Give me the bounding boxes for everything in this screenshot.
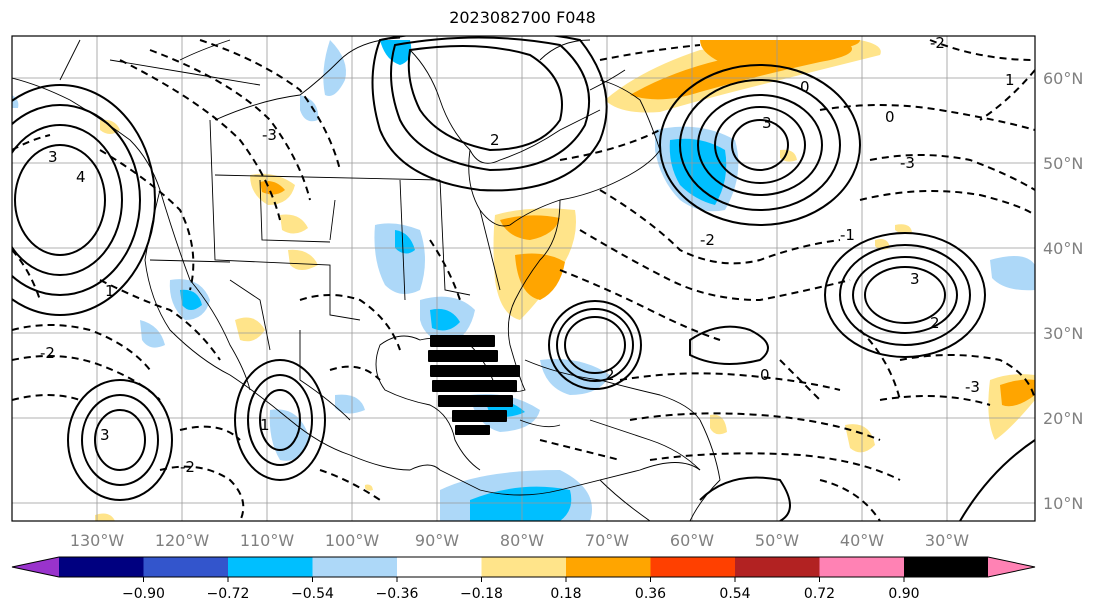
svg-text:0: 0	[760, 366, 770, 384]
svg-text:0: 0	[885, 108, 895, 126]
contour-labels: 3 4 3 3 2 2 1 0 0 0 -3 -3 -3 -2 -2 -2 -2…	[40, 34, 1015, 476]
colorbar-segment	[566, 557, 651, 577]
colorbar-tick-label: 0.18	[550, 586, 581, 602]
lon-tick: 90°W	[415, 531, 459, 550]
lat-tick: 60°N	[1043, 69, 1083, 88]
svg-text:-3: -3	[900, 154, 915, 172]
lat-tick-labels: 60°N 50°N 40°N 30°N 20°N 10°N	[1043, 69, 1083, 513]
colorbar-segment	[397, 557, 482, 577]
svg-text:1: 1	[105, 282, 115, 300]
colorbar-segment	[312, 557, 397, 577]
map-frame	[11, 35, 1036, 522]
svg-text:4: 4	[76, 168, 86, 186]
colorbar-tick-label: 0.36	[635, 586, 666, 602]
svg-text:1: 1	[260, 416, 270, 434]
dashed-contours	[12, 39, 1035, 521]
colorbar-ticks	[143, 577, 905, 582]
svg-text:0: 0	[800, 78, 810, 96]
svg-text:3: 3	[762, 114, 772, 132]
colorbar-segment	[819, 557, 904, 577]
colorbar-tick-label: −0.72	[207, 586, 250, 602]
map-title: 2023082700 F048	[449, 8, 596, 27]
colorbar-tick-label: −0.90	[122, 586, 165, 602]
lon-tick: 70°W	[585, 531, 629, 550]
colorbar-tick-label: 0.54	[719, 586, 750, 602]
lon-tick: 30°W	[925, 531, 969, 550]
colorbar-segment	[228, 557, 313, 577]
shaded-patches	[12, 40, 1035, 521]
svg-text:-2: -2	[40, 344, 55, 362]
colorbar-tick-label: 0.72	[804, 586, 835, 602]
hatched-region	[428, 335, 520, 435]
colorbar-tick-label: −0.54	[291, 586, 334, 602]
lon-tick: 80°W	[500, 531, 544, 550]
svg-text:2: 2	[490, 131, 500, 149]
svg-text:-3: -3	[262, 126, 277, 144]
svg-text:1: 1	[1005, 71, 1015, 89]
solid-contours	[12, 36, 1035, 521]
colorbar-segment	[481, 557, 566, 577]
colorbar-segment	[735, 557, 820, 577]
lon-tick: 130°W	[70, 531, 125, 550]
svg-text:-2: -2	[930, 34, 945, 52]
colorbar-tick-label: −0.18	[460, 586, 503, 602]
svg-text:-2: -2	[180, 458, 195, 476]
colorbar-outline	[11, 556, 1036, 578]
svg-text:-2: -2	[700, 231, 715, 249]
svg-text:2: 2	[930, 314, 940, 332]
colorbar: −0.90 −0.72 −0.54 −0.36 −0.18 0.18 0.36 …	[11, 556, 1036, 602]
lat-tick: 20°N	[1043, 409, 1083, 428]
colorbar-segment	[650, 557, 735, 577]
lon-tick: 60°W	[670, 531, 714, 550]
colorbar-tick-label: 0.90	[888, 586, 919, 602]
svg-text:2: 2	[605, 366, 615, 384]
colorbar-max-extend	[988, 557, 1035, 577]
lat-tick: 30°N	[1043, 324, 1083, 343]
colorbar-segment	[59, 557, 144, 577]
svg-text:-3: -3	[965, 378, 980, 396]
svg-text:-1: -1	[840, 226, 855, 244]
colorbar-tick-label: −0.36	[376, 586, 419, 602]
colorbar-segment	[904, 557, 988, 577]
svg-text:3: 3	[48, 148, 58, 166]
colorbar-min-extend	[12, 557, 59, 577]
svg-text:3: 3	[100, 426, 110, 444]
lat-tick: 10°N	[1043, 494, 1083, 513]
lat-tick: 50°N	[1043, 154, 1083, 173]
lon-tick: 100°W	[325, 531, 380, 550]
lon-tick: 120°W	[155, 531, 210, 550]
lon-tick: 110°W	[240, 531, 295, 550]
svg-text:3: 3	[910, 270, 920, 288]
lon-tick: 40°W	[840, 531, 884, 550]
lon-tick: 50°W	[755, 531, 799, 550]
coastlines	[12, 37, 721, 521]
lat-tick: 40°N	[1043, 239, 1083, 258]
lon-tick-labels: 130°W 120°W 110°W 100°W 90°W 80°W 70°W 6…	[70, 531, 969, 550]
colorbar-segment	[143, 557, 228, 577]
